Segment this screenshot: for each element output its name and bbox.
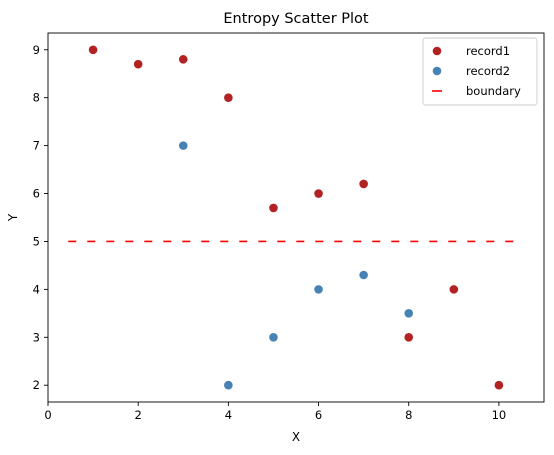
legend-label-record2: record2 bbox=[466, 64, 510, 78]
y-tick-label: 9 bbox=[33, 43, 40, 57]
legend-marker-record2 bbox=[432, 66, 442, 76]
plot-area-frame bbox=[47, 32, 545, 403]
record1-point bbox=[88, 45, 98, 55]
y-axis: 2 3 4 5 6 7 8 9 bbox=[33, 43, 48, 392]
chart-title: Entropy Scatter Plot bbox=[223, 11, 369, 27]
record2-point bbox=[359, 270, 368, 280]
record2-point bbox=[314, 285, 323, 294]
x-tick-label: 6 bbox=[315, 408, 322, 422]
record1-point bbox=[133, 59, 143, 69]
y-tick-label: 4 bbox=[33, 282, 40, 296]
x-tick-label: 2 bbox=[135, 408, 142, 422]
y-tick-label: 6 bbox=[33, 187, 40, 201]
x-tick-label: 4 bbox=[225, 408, 232, 422]
legend: record1 record2 boundary bbox=[422, 37, 538, 106]
record1-point bbox=[494, 380, 504, 390]
record1-point bbox=[269, 203, 278, 213]
record1-point bbox=[359, 179, 368, 189]
legend-marker-record1 bbox=[432, 46, 442, 56]
y-tick-label: 7 bbox=[33, 139, 40, 153]
legend-box bbox=[422, 37, 538, 106]
y-tick-label: 3 bbox=[33, 330, 40, 344]
x-axis: 0 2 4 6 8 10 bbox=[44, 402, 506, 422]
legend-label-record1: record1 bbox=[466, 44, 510, 58]
record2-point bbox=[404, 309, 414, 318]
x-tick-label: 0 bbox=[44, 408, 51, 422]
y-tick-label: 2 bbox=[33, 378, 40, 392]
y-tick-label: 8 bbox=[33, 91, 40, 105]
record2-point bbox=[224, 380, 233, 390]
record1-point bbox=[224, 93, 233, 102]
x-tick-label: 10 bbox=[492, 408, 507, 422]
record2-point bbox=[178, 141, 188, 150]
record1-point bbox=[404, 333, 414, 342]
record1-point bbox=[449, 285, 459, 294]
y-tick-label: 5 bbox=[33, 234, 40, 248]
record2-point bbox=[269, 333, 278, 342]
record1-point bbox=[178, 55, 188, 64]
y-axis-label: Y bbox=[6, 213, 20, 222]
x-axis-label: X bbox=[292, 430, 300, 444]
x-tick-label: 8 bbox=[405, 408, 412, 422]
legend-label-boundary: boundary bbox=[466, 84, 521, 98]
data-layer bbox=[68, 45, 524, 390]
record1-point bbox=[314, 189, 323, 198]
